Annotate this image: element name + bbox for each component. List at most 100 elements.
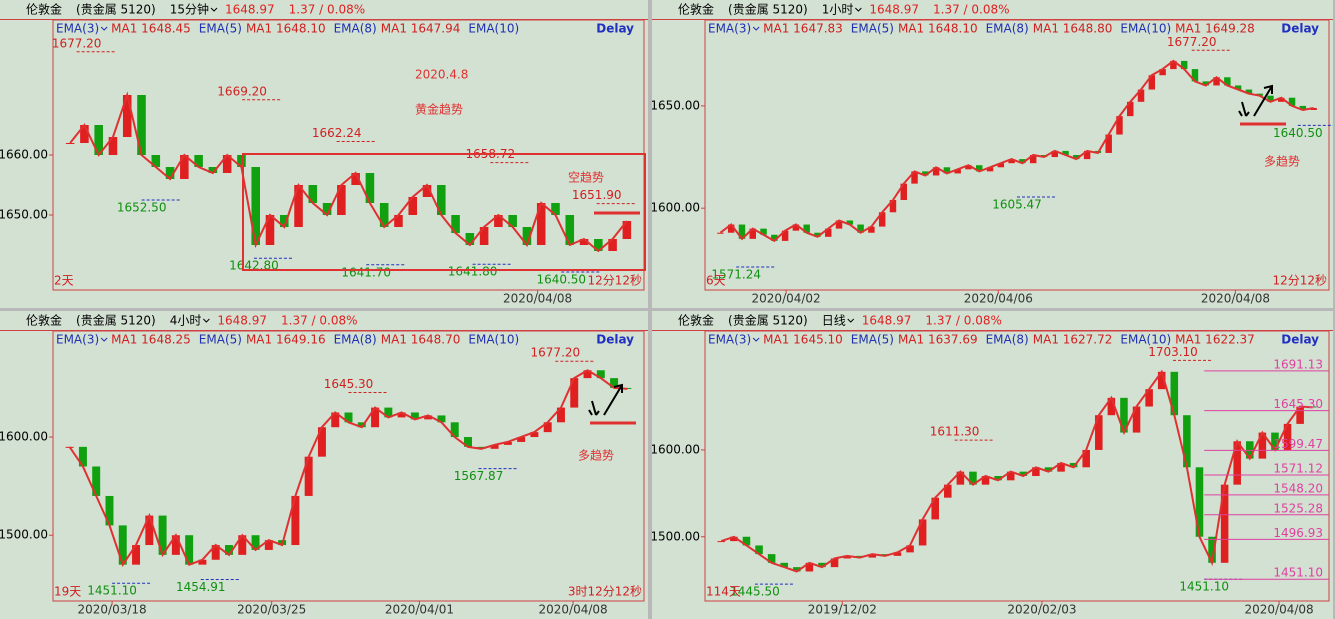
candle [1170, 60, 1177, 70]
candle [132, 545, 141, 565]
candle [868, 554, 877, 558]
x-tick-label: 2020/03/18 [78, 603, 147, 617]
x-tick-label: 2020/04/08 [503, 292, 572, 306]
y-tick-label: 1660.00 [0, 148, 48, 162]
high-label: 1651.90 [572, 188, 622, 202]
high-label: 1677.20 [1167, 35, 1217, 49]
header-price: 1648.97 [862, 314, 912, 328]
candle [265, 215, 275, 245]
footer-left: 19天 [54, 585, 81, 599]
candle [717, 232, 724, 234]
header-symbol: 伦敦金 [26, 313, 62, 328]
candle [410, 412, 419, 420]
candle [622, 221, 632, 239]
low-label: 1640.50 [536, 273, 586, 287]
candle [1224, 77, 1231, 86]
candle [1137, 89, 1145, 102]
candle [1278, 97, 1285, 102]
candle [1258, 432, 1267, 459]
candle [379, 203, 389, 227]
candle [543, 422, 552, 433]
candle [976, 165, 983, 172]
candle [158, 515, 167, 555]
candle [727, 224, 735, 233]
candle [1145, 389, 1153, 407]
candle [717, 541, 726, 543]
header-price: 1648.97 [217, 314, 267, 328]
footer-right: 3时12分12秒 [568, 585, 642, 599]
level-label: 1451.10 [1273, 566, 1323, 580]
candle [503, 441, 512, 445]
level-label: 1691.13 [1273, 357, 1323, 371]
delay-label: Delay [596, 22, 634, 36]
dropdown-icon [752, 26, 760, 31]
candle [846, 220, 854, 225]
candle [918, 519, 927, 546]
indicator: EMA(5) [851, 333, 894, 347]
candle [556, 407, 565, 423]
close-line [719, 59, 1314, 243]
high-label: 1677.20 [52, 36, 102, 50]
candle [517, 437, 526, 442]
candle [371, 407, 380, 428]
high-label: 1662.24 [312, 126, 362, 140]
candle [94, 125, 103, 155]
candle [344, 412, 353, 423]
candle [1170, 371, 1179, 416]
candle [530, 432, 539, 438]
candle [397, 412, 406, 418]
header-change: 1.37 / 0.08% [925, 314, 1002, 328]
candle [956, 471, 965, 485]
candle [1256, 93, 1263, 96]
candle [565, 215, 575, 245]
low-label: 1451.10 [87, 584, 137, 598]
candle [351, 173, 360, 185]
candle [830, 558, 839, 568]
low-label: 1451.10 [1179, 580, 1229, 594]
note: 多趋势 [1264, 155, 1300, 169]
indicator: MA1 1648.70 [381, 333, 461, 347]
indicator: EMA(3) [56, 22, 99, 36]
note: 多趋势 [578, 449, 614, 463]
candle [981, 475, 990, 485]
candle [151, 155, 161, 167]
candle [755, 545, 763, 555]
candle [997, 163, 1005, 168]
candle [610, 378, 619, 388]
candle [1159, 69, 1166, 76]
header-market: (贵金属 5120) [728, 313, 808, 328]
candle [825, 228, 832, 237]
candle [579, 239, 589, 245]
candle [932, 167, 940, 176]
candle [394, 215, 403, 227]
indicator: EMA(8) [334, 333, 377, 347]
candle [749, 228, 756, 239]
close-line [69, 91, 628, 253]
x-tick-label: 2020/04/08 [1201, 292, 1270, 306]
close-line [68, 369, 628, 567]
candle [944, 484, 952, 498]
dropdown-icon [210, 7, 218, 12]
y-tick-label: 1650.00 [0, 208, 48, 222]
delay-label: Delay [1281, 22, 1319, 36]
candle [893, 552, 902, 556]
candle [742, 536, 751, 546]
candle [792, 224, 800, 231]
indicator: MA1 1622.37 [1175, 333, 1255, 347]
y-tick-label: 1600.00 [652, 201, 700, 215]
indicator: MA1 1645.10 [763, 333, 843, 347]
header-price: 1648.97 [225, 3, 275, 17]
candle [738, 224, 746, 239]
candle [843, 555, 851, 559]
indicator: EMA(10) [468, 333, 519, 347]
candle [1019, 159, 1026, 164]
candle [1008, 159, 1015, 164]
candle [1083, 150, 1091, 160]
candle [1148, 75, 1156, 90]
indicator: EMA(10) [1120, 333, 1171, 347]
candle [78, 446, 87, 467]
candle [1288, 97, 1296, 106]
header-market: (贵金属 5120) [728, 2, 808, 17]
candle [137, 95, 146, 155]
